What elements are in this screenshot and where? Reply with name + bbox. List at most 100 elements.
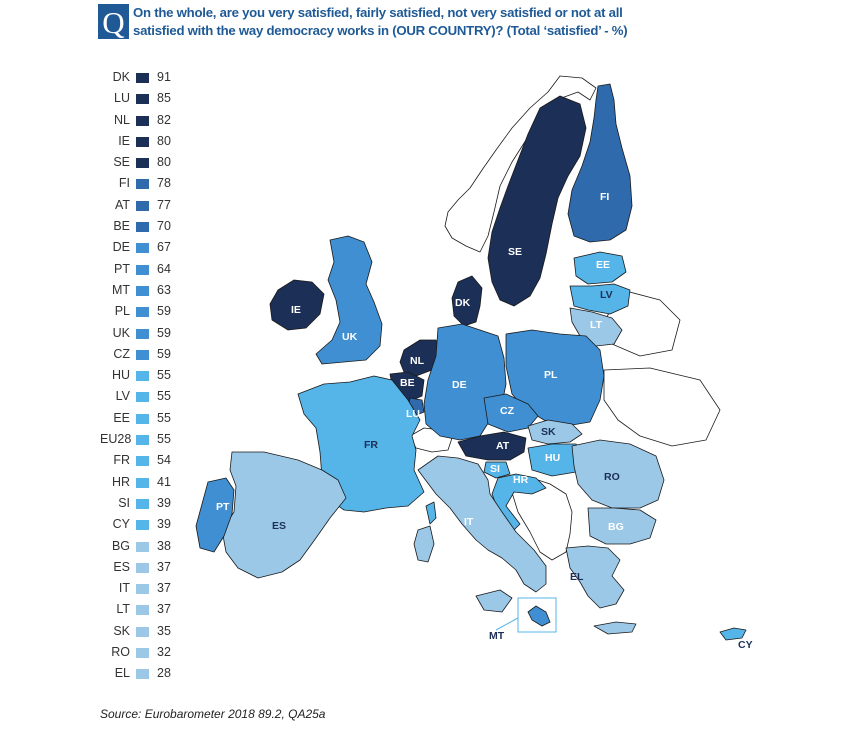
legend-color-swatch	[136, 307, 149, 318]
question-badge: Q	[98, 4, 129, 40]
legend-value: 77	[157, 197, 171, 212]
legend-country-code: UK	[112, 325, 130, 340]
legend-country-code: IT	[118, 581, 130, 596]
legend-row: SI 39	[100, 494, 180, 515]
legend-row: LU 85	[100, 89, 180, 110]
legend-color-swatch	[136, 605, 149, 616]
legend-value: 55	[157, 410, 171, 425]
label-bg: BG	[608, 521, 624, 533]
legend-value: 64	[157, 261, 171, 276]
legend-row: UK 59	[100, 324, 180, 345]
legend-row: FI 78	[100, 174, 180, 195]
legend-color-swatch	[136, 179, 149, 190]
label-dk: DK	[455, 297, 471, 309]
malta-inset-leader	[495, 617, 519, 631]
country-ie	[269, 279, 325, 331]
legend-color-swatch	[136, 200, 149, 211]
legend-color-swatch	[136, 541, 149, 552]
country-dk	[451, 275, 483, 327]
country-si	[483, 461, 511, 479]
legend-country-code: CY	[112, 517, 130, 532]
label-ro: RO	[604, 471, 620, 483]
legend-color-swatch	[136, 648, 149, 659]
legend-country-code: NL	[114, 112, 130, 127]
legend-country-code: FR	[113, 453, 130, 468]
label-es: ES	[272, 520, 286, 532]
legend-value: 59	[157, 346, 171, 361]
legend-row: SK 35	[100, 622, 180, 643]
legend-color-swatch	[136, 584, 149, 595]
legend-country-code: PL	[114, 304, 130, 319]
legend-color-swatch	[136, 264, 149, 275]
legend-color-swatch	[136, 349, 149, 360]
label-si: SI	[490, 463, 500, 475]
legend-row: AT 77	[100, 196, 180, 217]
legend-country-code: SK	[113, 623, 130, 638]
legend-color-swatch	[136, 498, 149, 509]
legend-value: 55	[157, 389, 171, 404]
legend-value: 37	[157, 581, 171, 596]
legend-country-code: LT	[116, 602, 130, 617]
label-fi: FI	[600, 191, 609, 203]
legend-value: 59	[157, 325, 171, 340]
legend-value: 63	[157, 282, 171, 297]
label-fr: FR	[364, 439, 378, 451]
legend-color-swatch	[136, 392, 149, 403]
legend-country-code: SE	[113, 155, 130, 170]
legend-row: EE 55	[100, 409, 180, 430]
legend-color-swatch	[136, 626, 149, 637]
country-pt	[195, 477, 235, 553]
legend-country-code: IE	[118, 133, 130, 148]
legend-row: HR 41	[100, 473, 180, 494]
legend-color-swatch	[136, 669, 149, 680]
legend-color-swatch	[136, 371, 149, 382]
label-be: BE	[400, 377, 415, 389]
legend-value: 80	[157, 155, 171, 170]
legend-row: PL 59	[100, 302, 180, 323]
legend-value: 28	[157, 666, 171, 681]
legend-color-swatch	[136, 413, 149, 424]
country-mt	[527, 605, 551, 627]
label-sk: SK	[541, 426, 556, 438]
country-pl	[505, 329, 605, 427]
legend-row: PT 64	[100, 260, 180, 281]
legend-row: CY 39	[100, 515, 180, 536]
legend-value: 82	[157, 112, 171, 127]
country-uk	[315, 235, 383, 365]
region-norway	[444, 75, 597, 253]
legend-value: 85	[157, 91, 171, 106]
legend-color-swatch	[136, 477, 149, 488]
country-at	[457, 431, 527, 461]
legend-row: LT 37	[100, 600, 180, 621]
label-lt: LT	[590, 319, 603, 331]
label-se: SE	[508, 246, 522, 258]
legend-value: 38	[157, 538, 171, 553]
country-lv	[569, 283, 631, 315]
legend-country-code: HR	[111, 474, 130, 489]
legend-color-swatch	[136, 94, 149, 105]
label-hu: HU	[545, 452, 560, 464]
label-uk: UK	[342, 331, 358, 343]
country-el	[565, 545, 625, 609]
legend-color-swatch	[136, 285, 149, 296]
legend-row: EL 28	[100, 664, 180, 685]
legend-value: 41	[157, 474, 171, 489]
legend-value: 78	[157, 176, 171, 191]
legend-color-swatch	[136, 520, 149, 531]
legend-country-code: EE	[113, 410, 130, 425]
legend-row: SE 80	[100, 153, 180, 174]
label-lv: LV	[600, 289, 613, 301]
label-mt: MT	[489, 630, 505, 642]
region-balkans-nonEU	[509, 477, 573, 561]
legend-color-swatch	[136, 158, 149, 169]
country-cy	[719, 627, 747, 641]
legend-value: 70	[157, 219, 171, 234]
label-el: EL	[570, 571, 584, 583]
label-cz: CZ	[500, 405, 515, 417]
legend-row: RO 32	[100, 643, 180, 664]
legend-country-code: BE	[113, 219, 130, 234]
legend-country-code: EU28	[100, 432, 132, 447]
legend-color-swatch	[136, 136, 149, 147]
legend-country-code: CZ	[113, 346, 130, 361]
